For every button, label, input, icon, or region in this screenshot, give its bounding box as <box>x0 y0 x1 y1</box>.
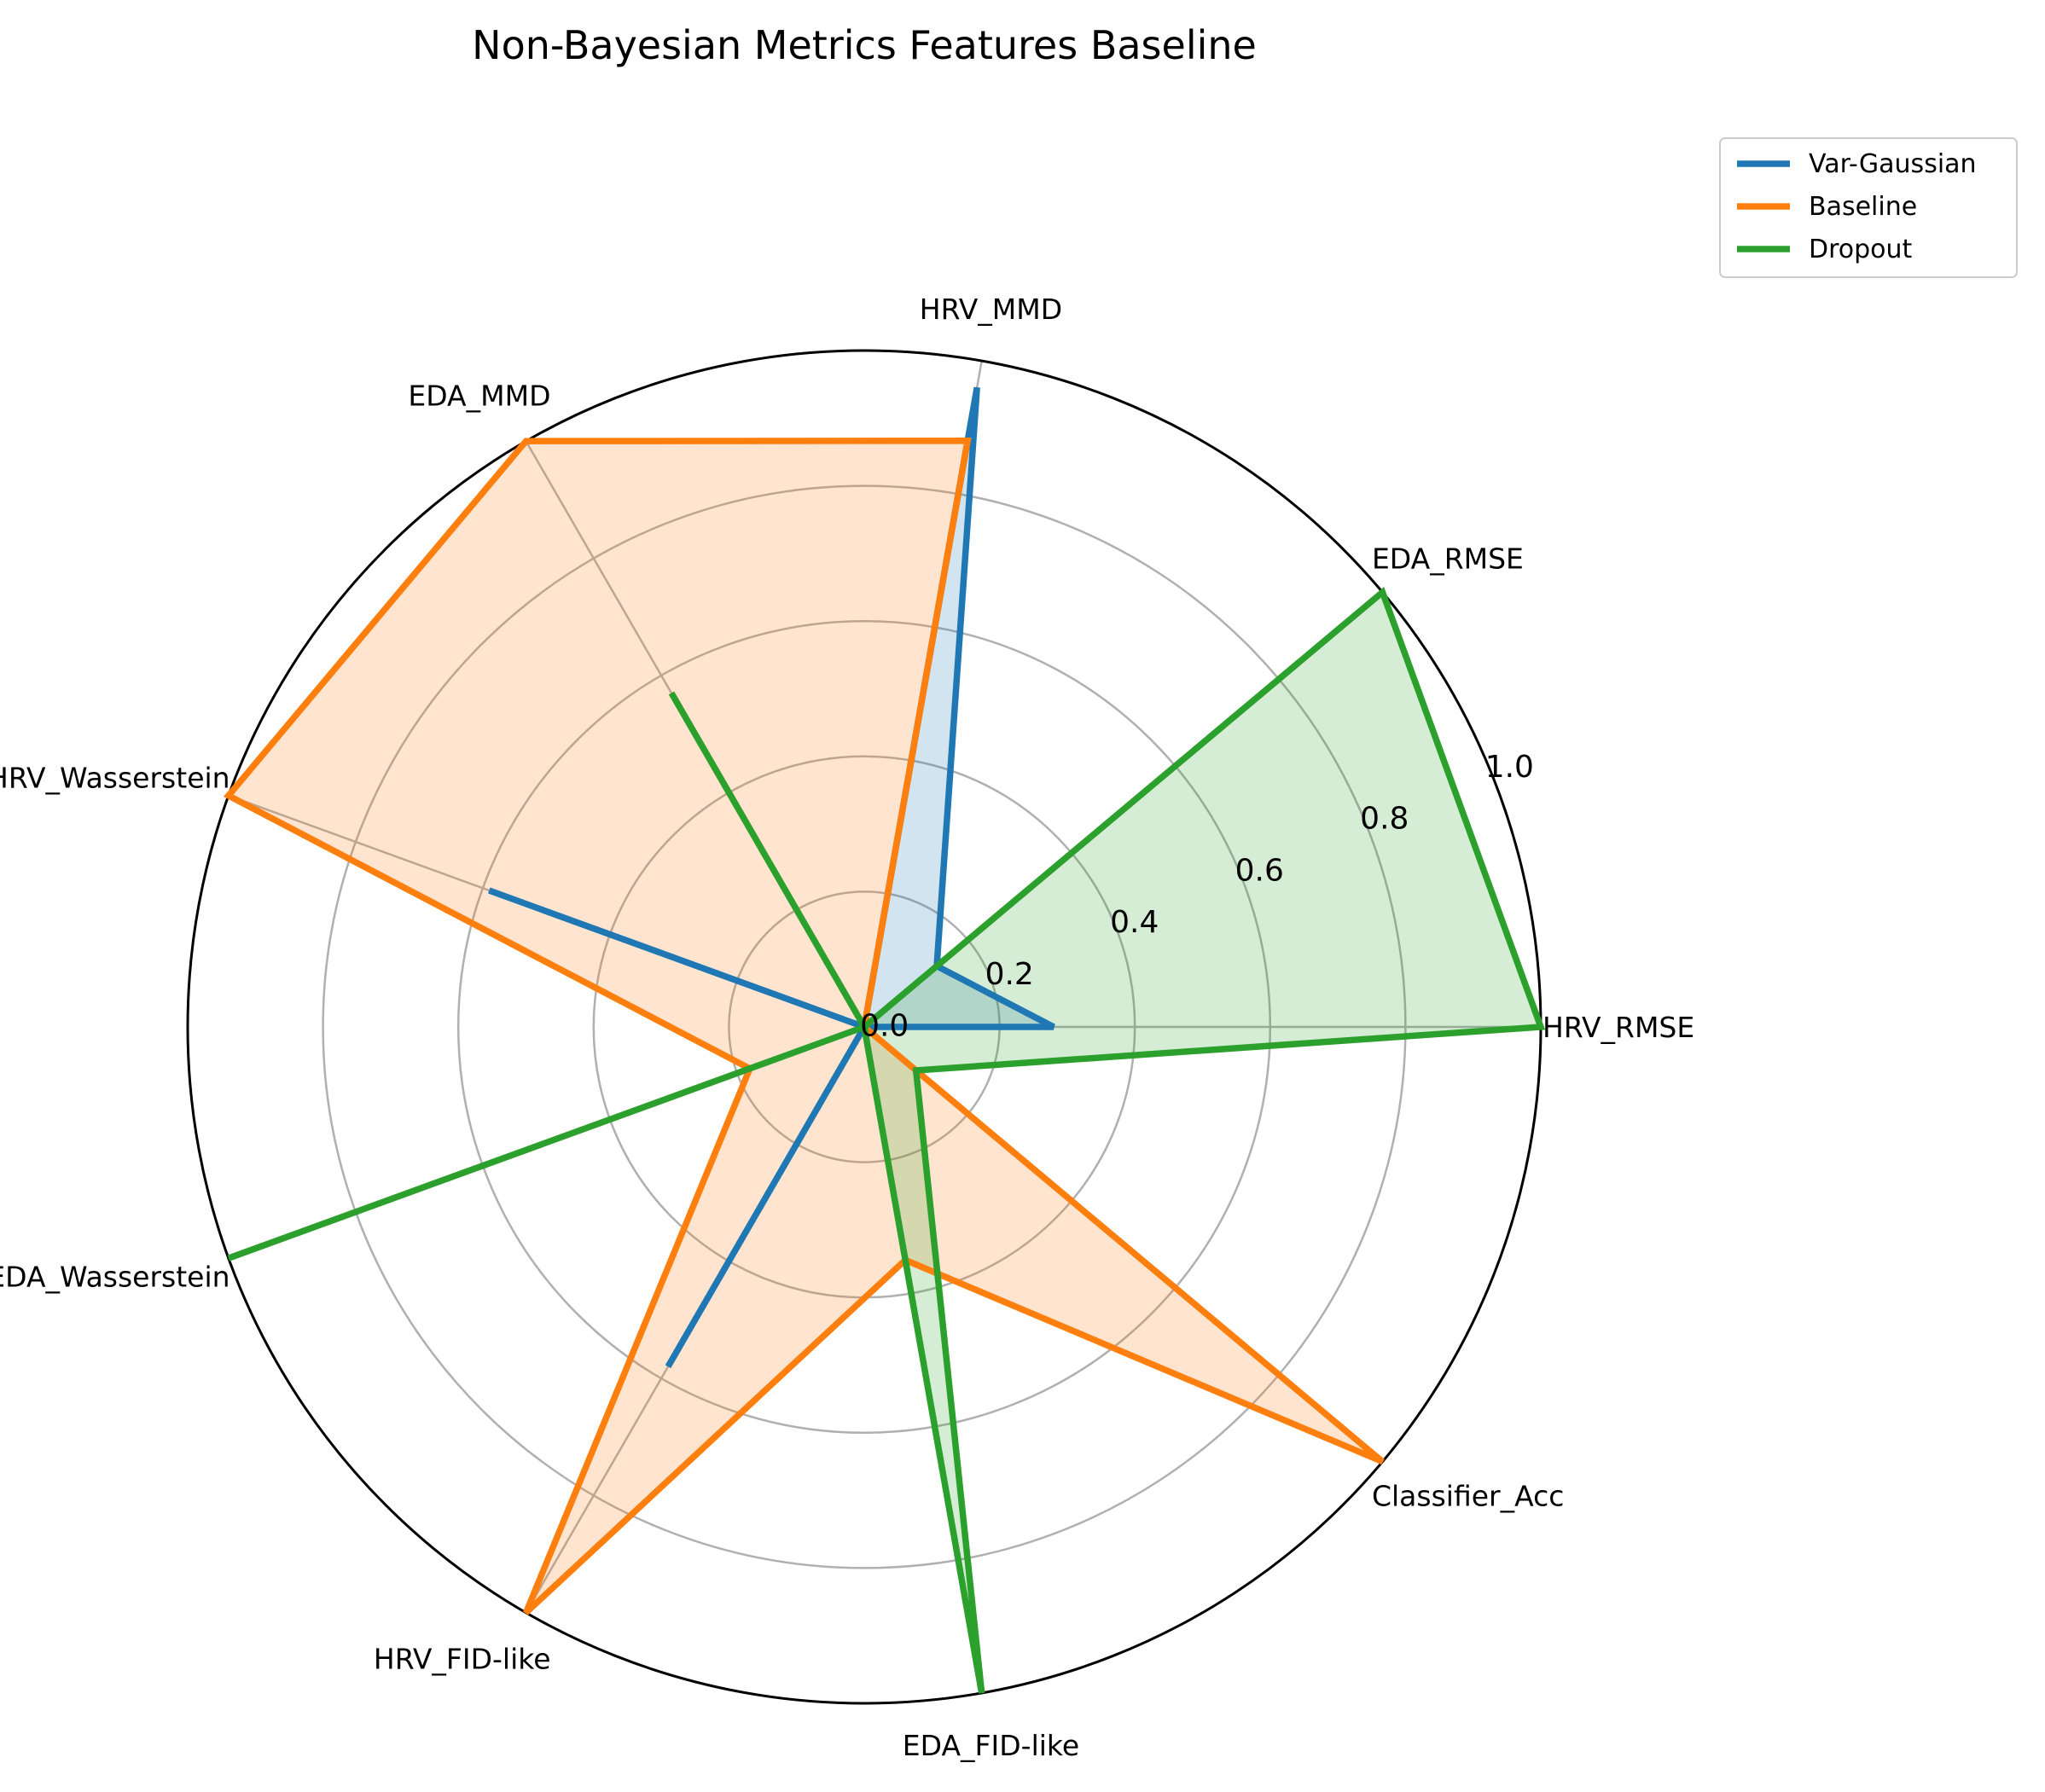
category-label: Classifier_Acc <box>1372 1480 1564 1513</box>
legend-label: Dropout <box>1809 235 1913 264</box>
radial-tick-label: 0.6 <box>1235 853 1284 888</box>
category-label: EDA_FID-like <box>903 1729 1079 1762</box>
category-label: EDA_Wasserstein <box>0 1260 230 1293</box>
series-layer <box>223 386 1546 1694</box>
series-line <box>227 586 1546 1694</box>
legend-box <box>1719 137 2018 278</box>
chart-title: Non-Bayesian Metrics Features Baseline <box>472 22 1257 68</box>
radial-tick-label: 1.0 <box>1485 750 1534 785</box>
label-layer: 0.0 0.2 0.4 0.6 0.8 1.0 HRV_RMSE EDA_RMSE HRV_MM… <box>0 293 1694 1762</box>
category-label: HRV_MMD <box>920 293 1062 326</box>
series-area <box>228 592 1541 1693</box>
category-label: EDA_MMD <box>408 380 550 413</box>
category-label: HRV_Wasserstein <box>0 762 230 795</box>
radial-tick-label: 0.4 <box>1110 905 1159 940</box>
radial-tick-label: 0.2 <box>985 957 1034 992</box>
radial-tick-label: 0.8 <box>1360 802 1409 837</box>
legend-label: Var-Gaussian <box>1809 149 1977 179</box>
category-label: HRV_FID-like <box>374 1642 551 1675</box>
category-label: EDA_RMSE <box>1372 542 1524 575</box>
radial-tick-label: 0.0 <box>860 1008 909 1043</box>
legend-label: Baseline <box>1809 192 1917 222</box>
legend: Var-Gaussian Baseline Dropout <box>1719 137 2018 278</box>
series-area <box>228 440 1383 1613</box>
category-label: HRV_RMSE <box>1542 1011 1694 1044</box>
series-line <box>488 386 1055 1369</box>
